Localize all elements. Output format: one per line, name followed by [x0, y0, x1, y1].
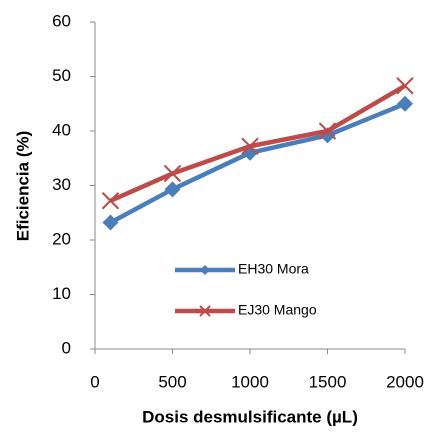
- series-line: [109, 83, 407, 203]
- x-tick-label: 0: [90, 372, 99, 391]
- data-point: [318, 122, 337, 140]
- y-tick-label: 20: [52, 229, 71, 248]
- data-point: [101, 192, 120, 210]
- x-tick-label: 1000: [231, 372, 269, 391]
- x-tick-label: 1500: [309, 372, 347, 391]
- y-tick-label: 50: [52, 66, 71, 85]
- y-tick-label: 40: [52, 120, 71, 139]
- y-tick-label: 10: [52, 284, 71, 303]
- y-tick-label: 30: [52, 175, 71, 194]
- y-axis-label: Eficiencia (%): [13, 131, 32, 242]
- legend-marker: [200, 265, 210, 275]
- x-axis-label: Dosis desmulsificante (µL): [142, 407, 358, 426]
- data-point: [163, 164, 182, 183]
- y-tick-label: 0: [62, 338, 71, 357]
- x-tick-label: 2000: [386, 372, 424, 391]
- data-point: [396, 77, 414, 95]
- data-point: [164, 181, 181, 198]
- legend-label: EJ30 Mango: [238, 302, 317, 318]
- legend-label: EH30 Mora: [238, 261, 309, 277]
- data-point: [102, 214, 119, 231]
- x-tick-label: 500: [158, 372, 186, 391]
- y-tick-label: 60: [52, 11, 71, 30]
- data-point: [241, 137, 259, 155]
- legend-marker: [199, 305, 211, 317]
- series-line: [109, 101, 406, 225]
- data-point: [397, 95, 413, 112]
